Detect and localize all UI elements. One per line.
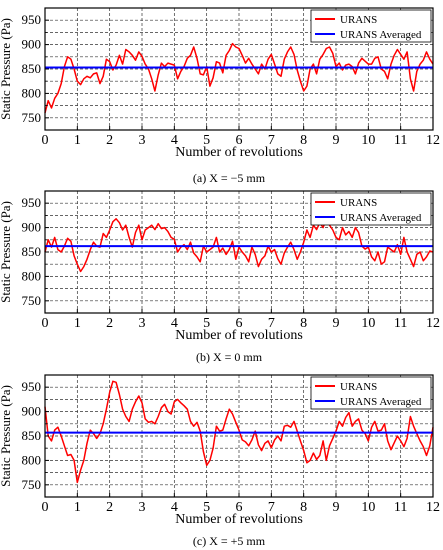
- x-tick-label: 7: [268, 316, 275, 331]
- x-tick-label: 7: [268, 133, 275, 148]
- x-tick-label: 6: [236, 316, 243, 331]
- x-tick-label: 10: [361, 316, 375, 331]
- y-tick-label: 800: [22, 452, 42, 467]
- y-tick-label: 850: [22, 244, 42, 259]
- x-tick-label: 6: [236, 500, 243, 515]
- x-tick-label: 8: [300, 316, 307, 331]
- x-tick-label: 0: [42, 133, 49, 148]
- x-tick-label: 8: [300, 133, 307, 148]
- x-tick-label: 5: [203, 500, 210, 515]
- x-tick-label: 3: [139, 133, 146, 148]
- x-tick-label: 10: [361, 133, 375, 148]
- x-tick-label: 11: [394, 316, 407, 331]
- legend-label: URANS: [340, 14, 377, 26]
- y-tick-label: 800: [22, 268, 42, 283]
- urans-line: [44, 380, 434, 484]
- x-tick-label: 8: [300, 500, 307, 515]
- x-tick-label: 3: [139, 500, 146, 515]
- x-tick-label: 12: [426, 316, 440, 331]
- x-tick-label: 10: [361, 500, 375, 515]
- x-tick-label: 4: [171, 133, 178, 148]
- y-tick-label: 950: [22, 12, 42, 27]
- y-tick-label: 950: [22, 195, 42, 210]
- x-tick-label: 1: [74, 500, 81, 515]
- y-tick-label: 850: [22, 61, 42, 76]
- x-tick-label: 6: [236, 133, 243, 148]
- y-tick-label: 800: [22, 85, 42, 100]
- x-tick-label: 2: [106, 133, 113, 148]
- urans-line: [44, 42, 434, 114]
- legend-label: URANS Averaged: [340, 29, 422, 41]
- y-axis-label: Static Pressure (Pa): [0, 201, 13, 303]
- x-tick-label: 1: [74, 316, 81, 331]
- legend-box: [310, 376, 432, 410]
- x-tick-label: 5: [203, 133, 210, 148]
- y-tick-label: 950: [22, 379, 42, 394]
- x-tick-label: 5: [203, 316, 210, 331]
- x-tick-label: 4: [171, 500, 178, 515]
- x-tick-label: 1: [74, 133, 81, 148]
- y-tick-label: 750: [22, 477, 42, 492]
- x-tick-label: 0: [42, 316, 49, 331]
- x-tick-label: 2: [106, 316, 113, 331]
- x-tick-label: 9: [333, 133, 340, 148]
- y-tick-label: 750: [22, 293, 42, 308]
- x-tick-label: 3: [139, 316, 146, 331]
- x-tick-label: 12: [426, 500, 440, 515]
- panel-caption: (b) X = 0 mm: [196, 350, 263, 364]
- legend-label: URANS Averaged: [340, 212, 422, 224]
- x-tick-label: 12: [426, 133, 440, 148]
- panel-caption: (a) X = −5 mm: [193, 171, 266, 185]
- legend-label: URANS: [340, 381, 377, 393]
- legend-label: URANS: [340, 197, 377, 209]
- x-tick-label: 11: [394, 500, 407, 515]
- y-tick-label: 850: [22, 428, 42, 443]
- y-tick-label: 900: [22, 404, 42, 419]
- legend-box: [310, 192, 432, 226]
- x-tick-label: 4: [171, 316, 178, 331]
- panel-caption: (c) X = +5 mm: [193, 534, 266, 548]
- y-tick-label: 900: [22, 37, 42, 52]
- x-tick-label: 9: [333, 316, 340, 331]
- x-axis-label: Number of revolutions: [175, 512, 303, 527]
- x-tick-label: 0: [42, 500, 49, 515]
- legend-box: [310, 9, 432, 43]
- x-axis-label: Number of revolutions: [175, 145, 303, 160]
- y-tick-label: 750: [22, 110, 42, 125]
- x-axis-label: Number of revolutions: [175, 328, 303, 343]
- y-tick-label: 900: [22, 220, 42, 235]
- x-tick-label: 7: [268, 500, 275, 515]
- y-axis-label: Static Pressure (Pa): [0, 385, 13, 487]
- x-tick-label: 11: [394, 133, 407, 148]
- y-axis-label: Static Pressure (Pa): [0, 18, 13, 120]
- x-tick-label: 2: [106, 500, 113, 515]
- legend-label: URANS Averaged: [340, 396, 422, 408]
- x-tick-label: 9: [333, 500, 340, 515]
